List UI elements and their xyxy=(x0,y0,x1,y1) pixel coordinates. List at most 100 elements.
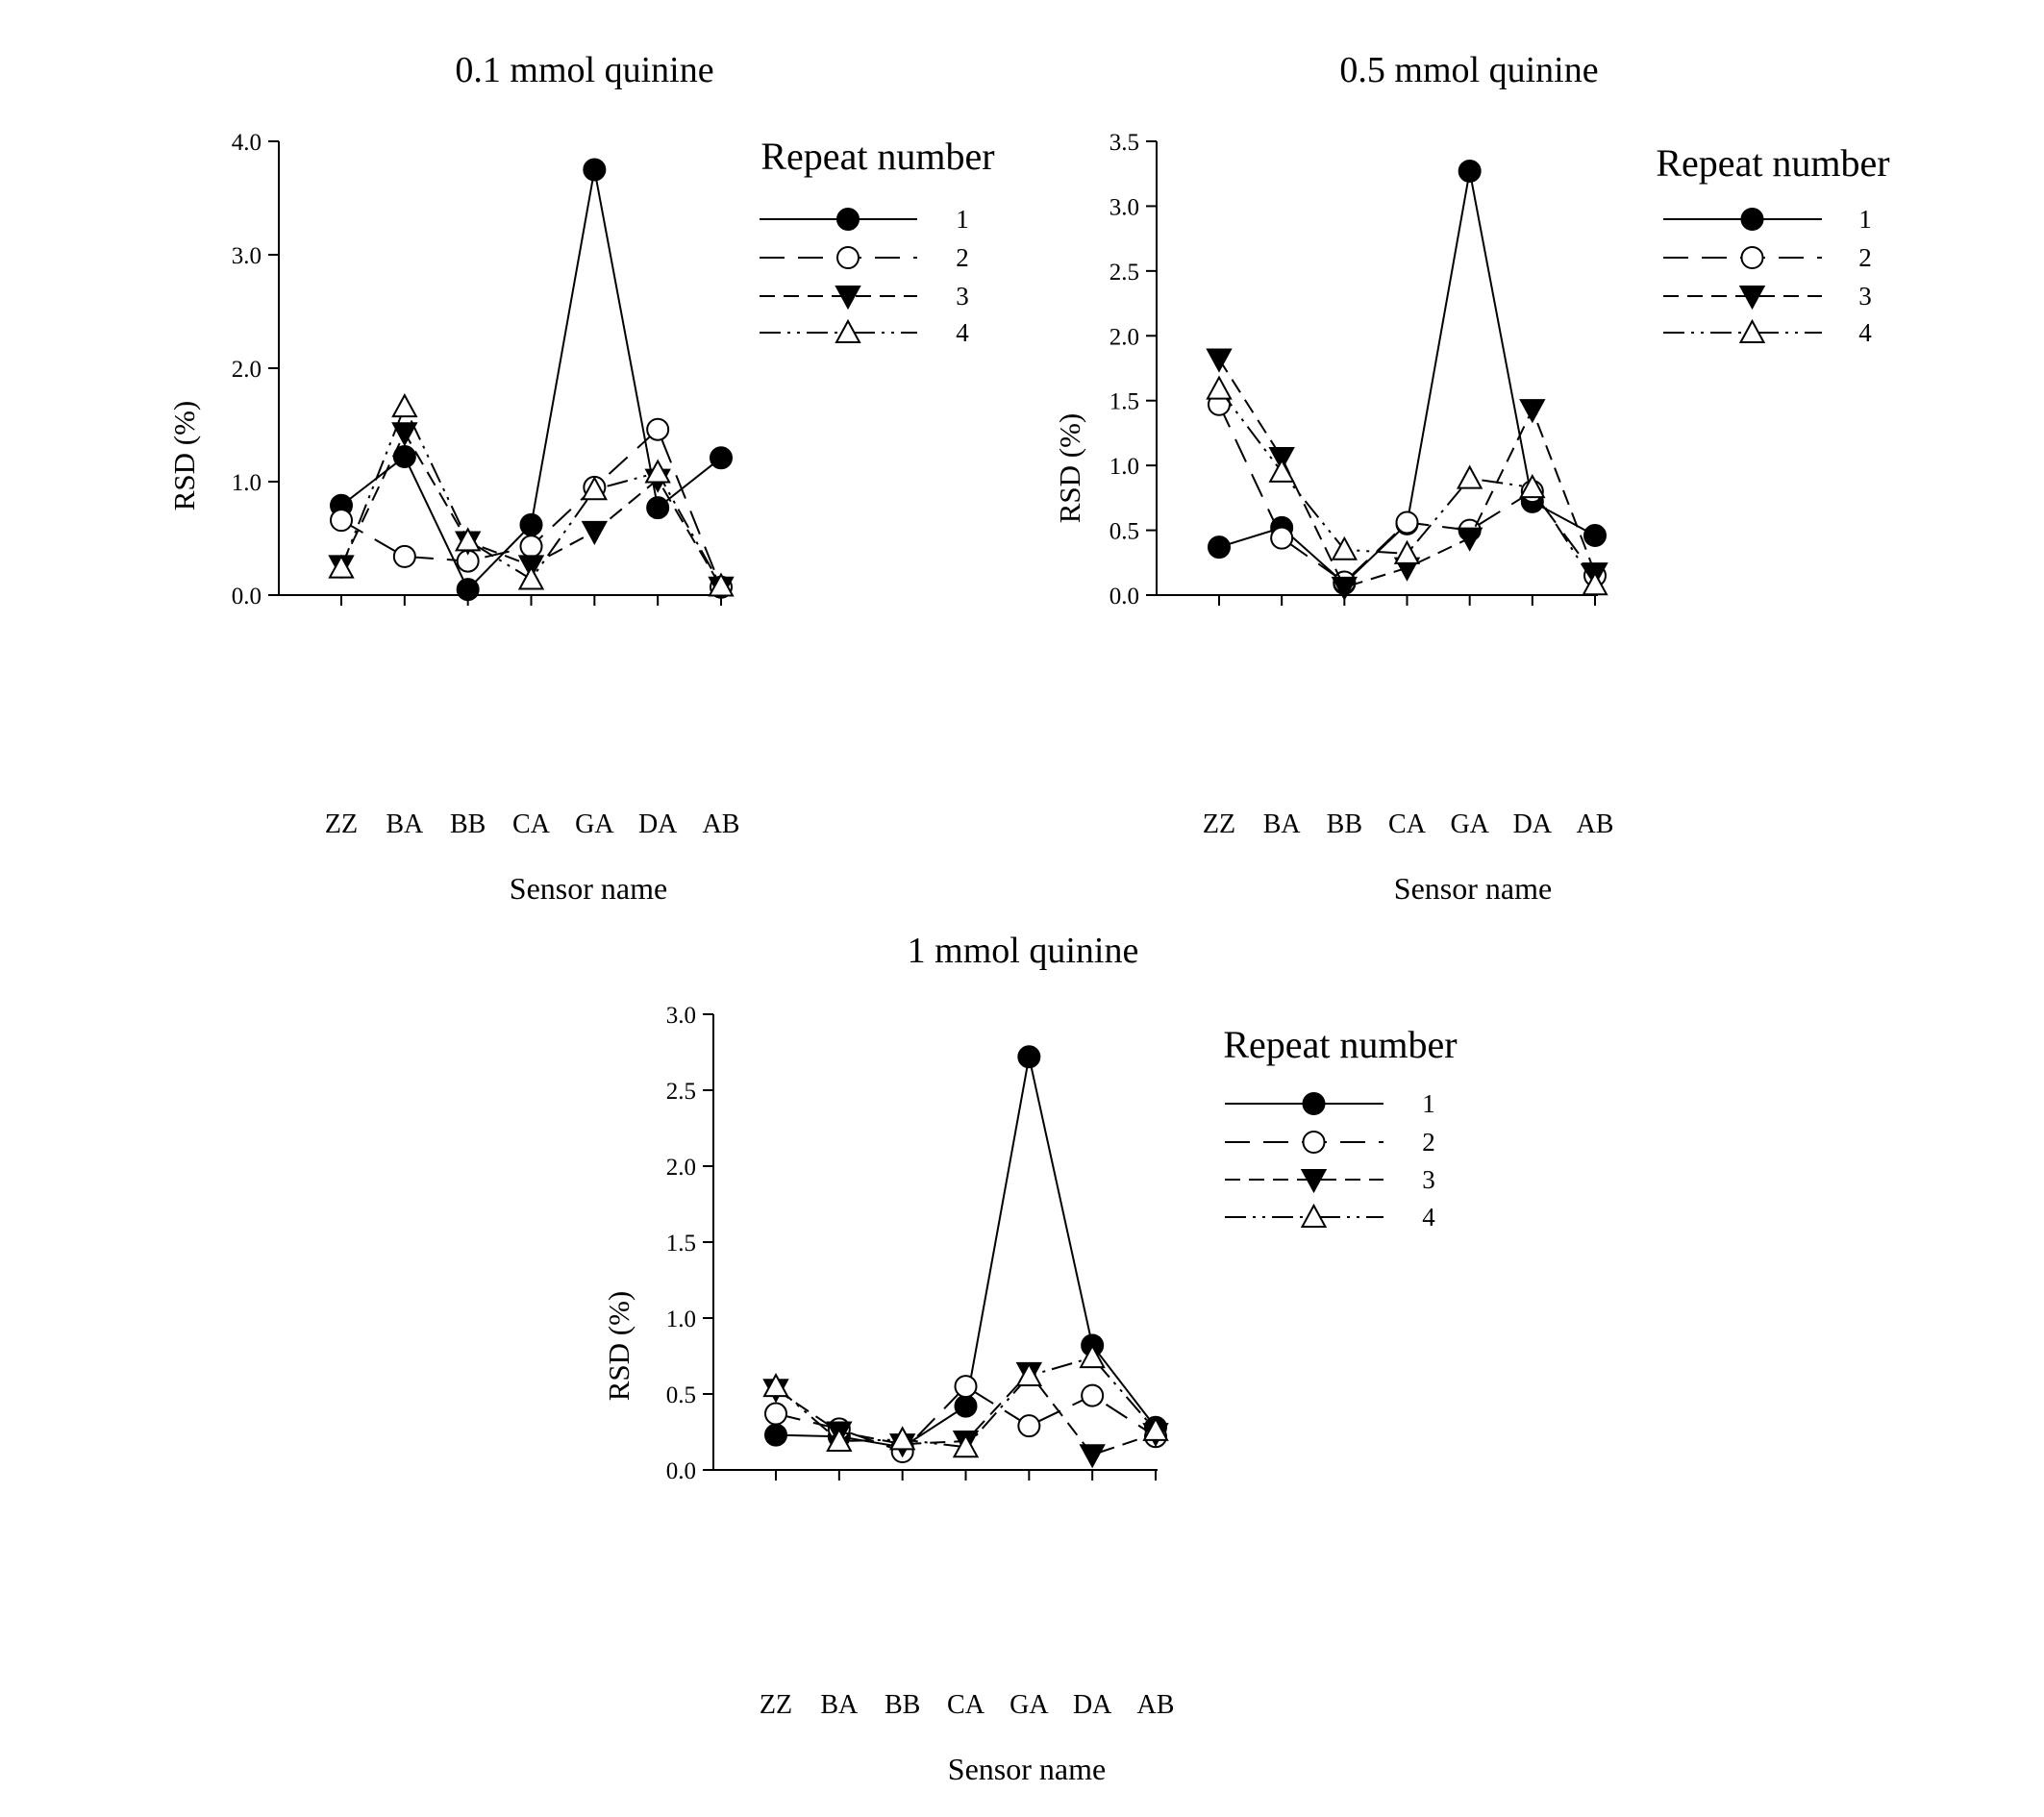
x-tick-label: BB xyxy=(885,1690,920,1720)
series-1-point-da xyxy=(646,496,670,520)
series-2-point-ca xyxy=(1395,510,1419,535)
series-3-point-da xyxy=(1079,1444,1106,1469)
series-4-point-bb xyxy=(1331,535,1359,560)
x-tick-label: BA xyxy=(820,1690,859,1720)
legend-label-2: 2 xyxy=(956,243,969,272)
series-3-point-ga xyxy=(581,520,609,546)
x-tick-label: CA xyxy=(512,809,551,839)
legend-marker-3 xyxy=(1300,1169,1328,1194)
series-3-point-da xyxy=(1519,399,1546,424)
series-4-point-ga xyxy=(1456,464,1483,489)
x-tick-label: DA xyxy=(1513,809,1553,839)
legend-label-2: 2 xyxy=(1858,243,1872,272)
series-4-point-ga xyxy=(581,476,609,501)
x-tick-label: AB xyxy=(703,809,740,839)
series-4-point-da xyxy=(1519,473,1546,499)
series-4-point-ca xyxy=(1393,539,1421,564)
y-axis-label: RSD (%) xyxy=(602,1291,636,1402)
x-tick-label: AB xyxy=(1137,1690,1175,1720)
series-2-point-ca xyxy=(519,535,543,559)
y-tick-label: 3.0 xyxy=(1109,194,1139,220)
legend-label-2: 2 xyxy=(1422,1128,1435,1157)
series-2-point-ga xyxy=(1017,1414,1041,1438)
series-4-point-ca xyxy=(952,1433,980,1458)
series-1 xyxy=(330,158,733,602)
y-tick-label: 0.0 xyxy=(1109,584,1139,610)
series-2-point-da xyxy=(646,417,670,441)
series-1-point-ca xyxy=(954,1394,978,1418)
y-tick-label: 2.0 xyxy=(666,1155,696,1181)
legend-label-4: 4 xyxy=(1422,1203,1435,1232)
y-tick-label: 1.5 xyxy=(666,1231,696,1257)
y-tick-label: 0.0 xyxy=(666,1458,696,1484)
series-2-point-ba xyxy=(1270,526,1294,550)
legend-marker-4 xyxy=(835,318,861,343)
x-tick-label: GA xyxy=(1010,1690,1049,1720)
legend: Repeat number 1 2 3 4 xyxy=(1656,141,1889,347)
series-4-point-ab xyxy=(1142,1416,1169,1441)
y-tick-label: 2.0 xyxy=(1109,324,1139,350)
x-axis-label: Sensor name xyxy=(510,871,667,906)
x-tick-label: ZZ xyxy=(325,809,358,839)
series-1-point-ab xyxy=(1583,523,1607,547)
legend-marker-2 xyxy=(836,246,860,269)
series-4-point-zz xyxy=(1206,375,1233,400)
series-4-point-ab xyxy=(1582,571,1608,596)
series-2-point-zz xyxy=(764,1402,787,1426)
series-1-point-ga xyxy=(1458,160,1482,184)
legend-label-1: 1 xyxy=(1422,1089,1435,1118)
legend-marker-4 xyxy=(1738,318,1766,343)
legend-label-1: 1 xyxy=(1858,205,1872,234)
x-tick-label: CA xyxy=(947,1690,985,1720)
y-axis-label: RSD (%) xyxy=(167,401,201,511)
series-4-point-ca xyxy=(517,565,545,590)
chart-2: 0.5 mmol quinine 0.0 0.5 1.0 1.5 2.0 2.5 3.0 3.5… xyxy=(1053,50,1890,906)
series-4-point-zz xyxy=(762,1373,789,1398)
series-4-point-ba xyxy=(826,1427,853,1452)
series-1-point-ca xyxy=(519,512,543,536)
legend-label-1: 1 xyxy=(956,205,969,234)
series-1-point-bb xyxy=(456,578,480,602)
series-3-point-ga xyxy=(1456,527,1483,552)
y-tick-label: 2.5 xyxy=(1109,260,1139,286)
series-1-point-zz xyxy=(764,1423,787,1447)
series-3-point-zz xyxy=(1206,348,1233,373)
series-4 xyxy=(1206,375,1608,596)
x-tick-label: AB xyxy=(1577,809,1614,839)
legend-title: Repeat number xyxy=(1656,141,1889,185)
y-tick-label: 3.0 xyxy=(232,243,262,269)
x-tick-label: GA xyxy=(1450,809,1489,839)
legend-marker-2 xyxy=(1302,1131,1326,1154)
legend: Repeat number 1 2 3 4 xyxy=(760,135,995,347)
series-3-point-ba xyxy=(391,422,418,447)
legend-label-4: 4 xyxy=(956,318,969,347)
x-tick-label: DA xyxy=(638,809,678,839)
chart-title: 1 mmol quinine xyxy=(908,931,1139,971)
y-tick-label: 0.5 xyxy=(1109,519,1139,545)
legend-label-4: 4 xyxy=(1858,318,1872,347)
chart-1: 0.1 mmol quinine 0.0 1.0 2.0 3.0 4.0 ZZ BA BB CA G… xyxy=(167,50,995,906)
y-tick-label: 1.5 xyxy=(1109,389,1139,415)
legend: Repeat number 1 2 3 4 xyxy=(1223,1023,1457,1232)
legend-title: Repeat number xyxy=(1223,1023,1457,1066)
series-2-point-zz xyxy=(330,509,353,533)
series-1-point-ga xyxy=(583,158,607,182)
series-1-point-ab xyxy=(710,446,733,470)
series-2-point-da xyxy=(1081,1383,1105,1407)
x-tick-label: ZZ xyxy=(1203,809,1235,839)
legend-marker-1 xyxy=(1740,208,1764,231)
x-tick-label: CA xyxy=(1388,809,1427,839)
y-tick-label: 2.5 xyxy=(666,1079,696,1105)
y-tick-label: 4.0 xyxy=(232,130,262,156)
y-tick-label: 3.0 xyxy=(666,1003,696,1029)
series-4-point-zz xyxy=(328,554,355,579)
series-4-point-bb xyxy=(454,527,482,552)
y-tick-label: 2.0 xyxy=(232,357,262,383)
legend-marker-1 xyxy=(836,208,860,231)
x-tick-label: BB xyxy=(450,809,486,839)
x-tick-label: GA xyxy=(575,809,614,839)
legend-label-3: 3 xyxy=(956,282,969,311)
x-tick-label: BB xyxy=(1327,809,1362,839)
series-4-point-da xyxy=(644,459,671,484)
